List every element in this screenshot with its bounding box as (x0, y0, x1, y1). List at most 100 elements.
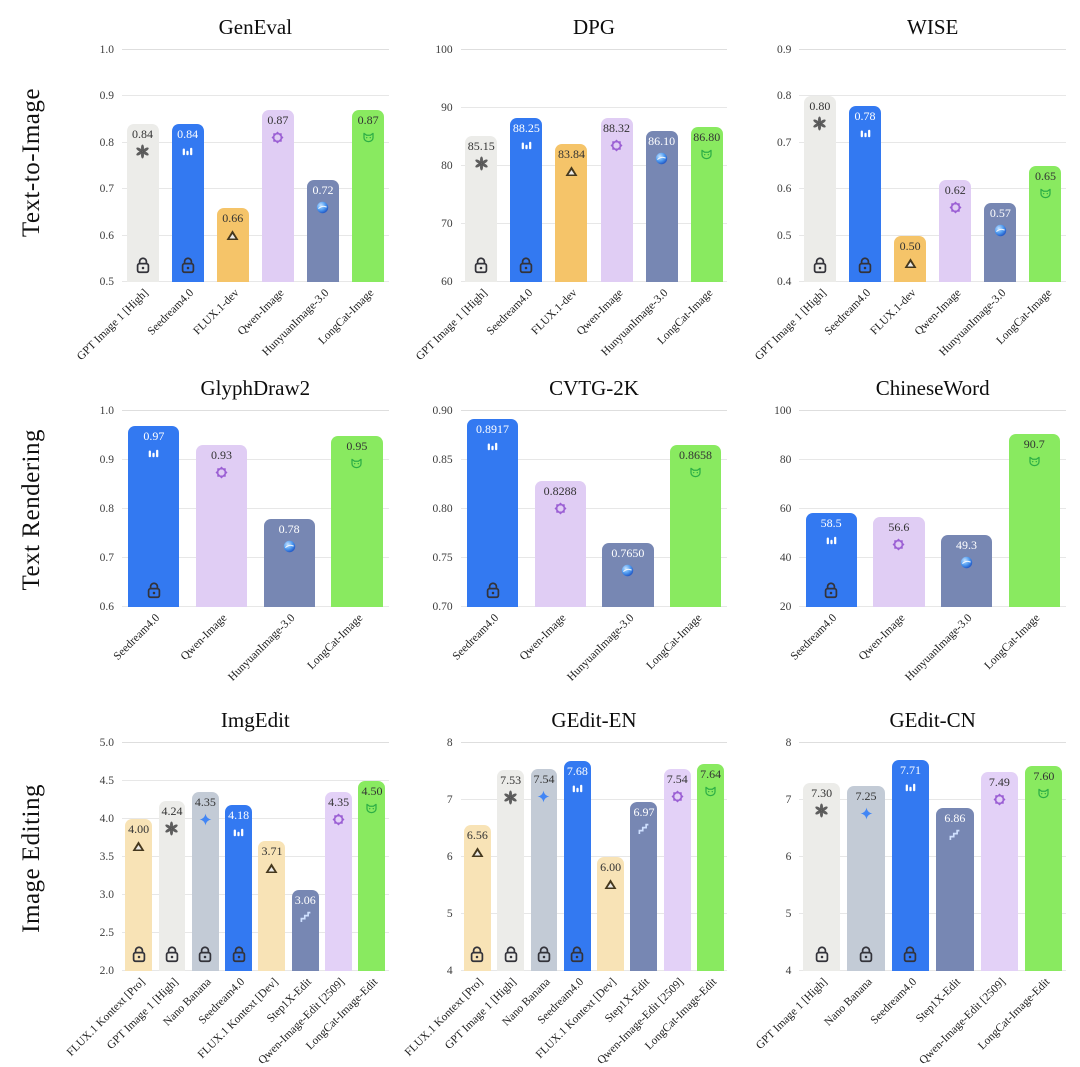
bar-slot: 7.25 (846, 743, 886, 971)
bar-slot: 7.54 (663, 743, 692, 971)
bar-flux-1-dev: 0.66 (216, 207, 249, 282)
bar-value-label: 4.35 (328, 795, 350, 810)
bar-qwen-image-edit-2509: 7.54 (663, 769, 691, 971)
row-image-editing: Image Editing ImgEdit 5.0 4.5 4.0 3.5 3.0 2.5 2… (0, 695, 1080, 1067)
gridline (799, 188, 1067, 190)
y-tick-label: 60 (779, 503, 792, 515)
bar-model-icon (127, 144, 159, 159)
lock-icon (520, 257, 533, 274)
row-label-text: Image Editing (18, 783, 45, 933)
bar-model-icon (125, 839, 152, 854)
bar-model-icon (217, 228, 249, 243)
bar-value-label: 3.06 (294, 893, 316, 908)
y-tick-label: 60 (441, 276, 453, 288)
bar-seedream4-0: 7.71 (891, 759, 930, 971)
bar-slot: 86.80 (688, 50, 725, 282)
qwen-star-icon (671, 790, 684, 803)
gridline (122, 459, 389, 460)
bar-model-icon (465, 156, 497, 171)
closed-model-lock (803, 944, 840, 964)
hunyuan-sphere-icon (655, 152, 668, 164)
bar-seedream4-0: 58.5 (805, 512, 857, 607)
gridline (460, 856, 728, 857)
bar-model-icon (1009, 454, 1060, 469)
closed-model-lock (192, 944, 219, 964)
y-tick-label: 8 (785, 737, 792, 749)
y-tick-label: 2.0 (99, 965, 114, 977)
bar-slot: 4.35 (324, 743, 353, 971)
bar-value-label: 49.3 (956, 538, 978, 553)
lock-icon (859, 946, 873, 963)
bars: 0.97 0.93 0.78 0.95 (122, 411, 389, 607)
step1x-icon (949, 829, 960, 840)
bar-value-label: 0.66 (222, 210, 244, 225)
flux-triangle-icon (904, 257, 917, 268)
bar-slot: 7.60 (1024, 743, 1064, 971)
bar-model-icon (984, 223, 1016, 238)
bars: 4.00 4.24 4.35 4.18 3.71 3.06 4.35 4.50 (122, 743, 389, 971)
bar-longcat-image: 90.7 (1008, 433, 1060, 607)
bar-qwen-image: 0.93 (195, 445, 248, 607)
bar-model-icon (352, 130, 384, 145)
y-tick-label: 1.0 (99, 44, 114, 56)
bar-nano-banana: 7.54 (530, 769, 558, 971)
bar-model-icon (510, 138, 542, 153)
lock-icon (474, 257, 488, 274)
bar-model-icon (262, 130, 294, 145)
bar-longcat-image: 86.80 (690, 126, 723, 282)
gridline (460, 742, 728, 743)
chart-title: ImgEdit (220, 708, 290, 732)
x-axis-labels: FLUX.1 Kontext [Pro] GPT Image 1 [High] Na… (64, 971, 389, 1067)
row-label-text-rendering: Text Rendering (0, 365, 64, 695)
bar-slot: 0.84 (124, 50, 161, 282)
openai-logo-icon (504, 790, 517, 805)
bar-value-label: 0.84 (177, 127, 199, 142)
gridline (799, 856, 1067, 857)
chart-chineseword: ChineseWord 100 80 60 40 20 58.5 56.6 49.3 90.7 Se… (741, 365, 1080, 695)
qwen-star-icon (993, 793, 1006, 806)
bar-hunyuanimage-3-0: 0.7650 (602, 543, 654, 607)
y-tick-label: 0.6 (99, 601, 114, 613)
bar-value-label: 0.97 (143, 428, 165, 443)
x-tick-label: GPT Image 1 [High] (752, 287, 829, 363)
plot-area: 8 7 6 5 4 6.56 7.53 7.54 7.68 6.00 6.97 7.54 7.64 (447, 737, 728, 977)
bar-gpt-image-1-high: 0.84 (126, 124, 159, 282)
bar-flux-1-dev: 83.84 (555, 143, 588, 282)
bar-longcat-image-edit: 7.64 (697, 763, 725, 971)
gridline (460, 970, 728, 971)
seedream-icon (860, 129, 870, 137)
bar-qwen-image-edit-2509: 4.35 (325, 792, 353, 971)
bar-model-icon (939, 200, 971, 215)
closed-model-lock (467, 580, 518, 600)
gridline (122, 95, 389, 97)
y-tick-label: 0.75 (432, 552, 453, 564)
y-tick-label: 90 (441, 102, 453, 114)
bar-gpt-image-1-high: 0.80 (803, 96, 836, 282)
bar-slot: 4.50 (357, 743, 386, 971)
bar-value-label: 7.71 (899, 762, 921, 777)
bar-value-label: 0.87 (357, 113, 379, 128)
bar-model-icon (555, 164, 587, 179)
bar-nano-banana: 4.35 (191, 792, 219, 971)
x-label-slot: LongCat-Image-Edit (976, 971, 1064, 1067)
y-tick-label: 3.5 (99, 851, 114, 863)
x-label-slot: LongCat-Image (305, 607, 387, 672)
longcat-icon (1038, 788, 1049, 799)
bar-flux-1-dev: 0.50 (894, 235, 927, 282)
bar-model-icon (128, 446, 179, 461)
x-axis-labels: GPT Image 1 [High] Seedream4.0 FLUX.1-dev Q… (414, 282, 728, 363)
chart-glyphdraw2: GlyphDraw2 1.0 0.9 0.8 0.7 0.6 0.97 0.93 0.78 0.9… (64, 365, 403, 695)
bar-qwen-image: 56.6 (873, 517, 925, 607)
bar-longcat-image: 0.8658 (669, 444, 722, 607)
y-tick-label: 2.5 (99, 927, 114, 940)
bar-slot: 6.86 (935, 743, 975, 971)
bar-value-label: 0.8658 (679, 447, 713, 462)
lock-icon (181, 257, 194, 274)
bar-value-label: 3.71 (261, 844, 283, 859)
y-tick-label: 7 (446, 794, 453, 806)
y-tick-label: 0.9 (99, 454, 114, 466)
y-tick-label: 0.8 (776, 90, 792, 103)
chart-title: CVTG-2K (549, 376, 639, 400)
closed-model-lock (531, 944, 558, 964)
bar-model-icon (258, 861, 285, 876)
